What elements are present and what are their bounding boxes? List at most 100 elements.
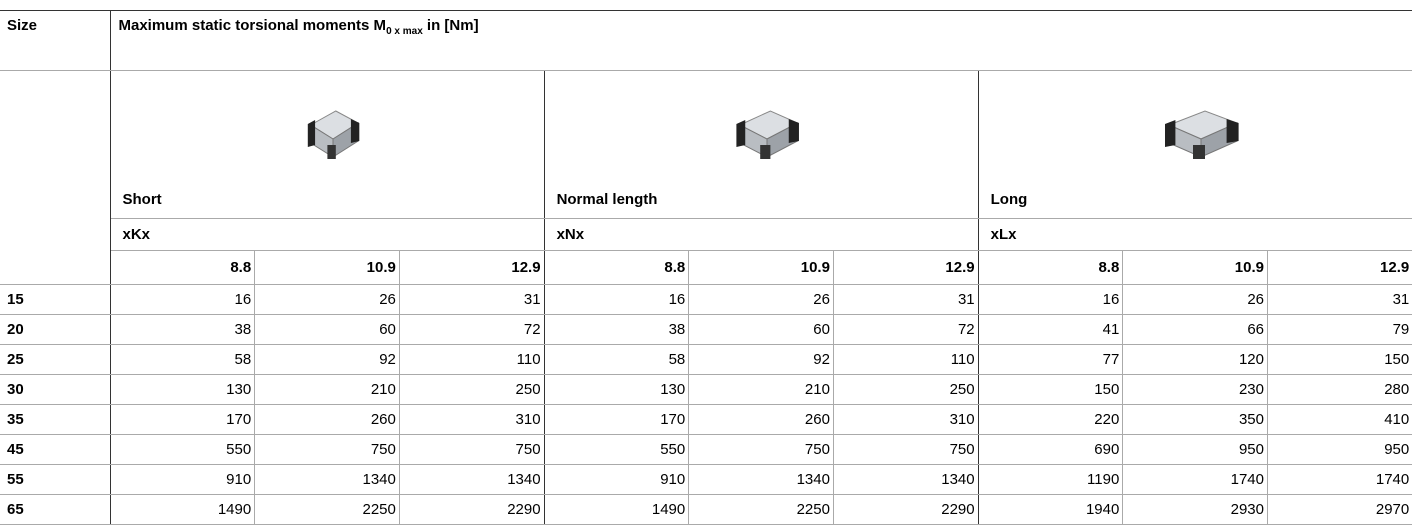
- title-suffix: in [Nm]: [422, 17, 479, 34]
- group-cell: Normal length: [543, 70, 979, 219]
- size: 35: [0, 404, 111, 435]
- value: 1340: [254, 464, 400, 495]
- group-code: xKx: [109, 218, 545, 251]
- value: 1940: [977, 494, 1123, 525]
- value: 16: [543, 284, 689, 315]
- value: 1340: [832, 464, 979, 495]
- grade: 10.9: [1122, 250, 1268, 285]
- value: 170: [543, 404, 689, 435]
- value: 1490: [543, 494, 689, 525]
- image-row: Short Normal length Long: [0, 70, 1413, 285]
- value: 410: [1267, 404, 1413, 435]
- grade: 8.8: [543, 250, 689, 285]
- value: 210: [254, 374, 400, 405]
- group-name: Short: [122, 191, 162, 208]
- data-row: 35 170 260 310 170 260 310 220 350 410: [0, 404, 1413, 435]
- value: 230: [1122, 374, 1268, 405]
- data-row: 45 550 750 750 550 750 750 690 950 950: [0, 434, 1413, 465]
- value: 26: [1122, 284, 1268, 315]
- value: 16: [109, 284, 255, 315]
- value: 79: [1267, 314, 1413, 345]
- grade: 12.9: [832, 250, 979, 285]
- value: 77: [977, 344, 1123, 375]
- value: 250: [832, 374, 979, 405]
- value: 690: [977, 434, 1123, 465]
- value: 1740: [1267, 464, 1413, 495]
- value: 750: [832, 434, 979, 465]
- group-name: Long: [990, 191, 1028, 208]
- value: 310: [398, 404, 545, 435]
- value: 210: [688, 374, 834, 405]
- value: 120: [1122, 344, 1268, 375]
- grade: 10.9: [688, 250, 834, 285]
- value: 41: [977, 314, 1123, 345]
- value: 950: [1122, 434, 1268, 465]
- value: 31: [1267, 284, 1413, 315]
- value: 260: [688, 404, 834, 435]
- value: 26: [688, 284, 834, 315]
- value: 150: [977, 374, 1123, 405]
- value: 2930: [1122, 494, 1268, 525]
- group-cell: Long: [977, 70, 1413, 219]
- value: 72: [832, 314, 979, 345]
- group-code: xLx: [977, 218, 1413, 251]
- carriage-icon: [736, 110, 800, 159]
- value: 910: [109, 464, 255, 495]
- value: 550: [109, 434, 255, 465]
- value: 110: [832, 344, 979, 375]
- size: 15: [0, 284, 111, 315]
- data-row: 55 910 1340 1340 910 1340 1340 1190 1740 1740: [0, 464, 1413, 495]
- group-cell: Short: [109, 70, 545, 219]
- value: 1340: [398, 464, 545, 495]
- value: 310: [832, 404, 979, 435]
- value: 750: [398, 434, 545, 465]
- value: 38: [109, 314, 255, 345]
- value: 350: [1122, 404, 1268, 435]
- grade: 8.8: [109, 250, 255, 285]
- value: 66: [1122, 314, 1268, 345]
- grade: 12.9: [398, 250, 545, 285]
- value: 950: [1267, 434, 1413, 465]
- value: 92: [688, 344, 834, 375]
- size-header: Size: [0, 10, 111, 71]
- value: 260: [254, 404, 400, 435]
- value: 16: [977, 284, 1123, 315]
- value: 1740: [1122, 464, 1268, 495]
- value: 250: [398, 374, 545, 405]
- value: 60: [688, 314, 834, 345]
- value: 58: [543, 344, 689, 375]
- title-subscript: 0 x max: [386, 26, 423, 37]
- value: 130: [109, 374, 255, 405]
- torsion-table: Size Maximum static torsional moments M0 …: [0, 10, 1413, 525]
- value: 31: [832, 284, 979, 315]
- size-spacer: [0, 70, 111, 285]
- value: 2970: [1267, 494, 1413, 525]
- value: 1190: [977, 464, 1123, 495]
- value: 2250: [254, 494, 400, 525]
- data-row: 25 58 92 110 58 92 110 77 120 150: [0, 344, 1413, 375]
- size: 45: [0, 434, 111, 465]
- value: 550: [543, 434, 689, 465]
- size: 65: [0, 494, 111, 525]
- size: 30: [0, 374, 111, 405]
- value: 750: [254, 434, 400, 465]
- value: 26: [254, 284, 400, 315]
- value: 72: [398, 314, 545, 345]
- title-cell: Maximum static torsional moments M0 x ma…: [110, 10, 1413, 71]
- value: 1340: [688, 464, 834, 495]
- header-row: Size Maximum static torsional moments M0 …: [0, 10, 1413, 71]
- value: 170: [109, 404, 255, 435]
- data-row: 65 1490 2250 2290 1490 2250 2290 1940 2930 2970: [0, 494, 1413, 525]
- grade: 8.8: [977, 250, 1123, 285]
- grade: 10.9: [254, 250, 400, 285]
- value: 58: [109, 344, 255, 375]
- value: 280: [1267, 374, 1413, 405]
- data-row: 20 38 60 72 38 60 72 41 66 79: [0, 314, 1413, 345]
- value: 1490: [109, 494, 255, 525]
- size: 25: [0, 344, 111, 375]
- data-row: 15 16 26 31 16 26 31 16 26 31: [0, 284, 1413, 315]
- group-code: xNx: [543, 218, 979, 251]
- data-row: 30 130 210 250 130 210 250 150 230 280: [0, 374, 1413, 405]
- value: 2290: [398, 494, 545, 525]
